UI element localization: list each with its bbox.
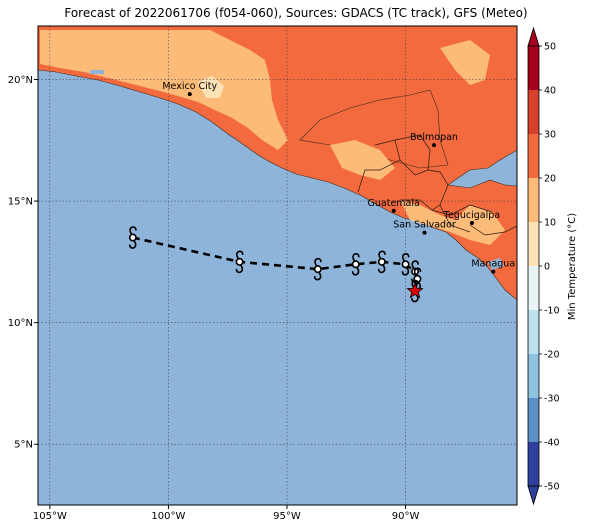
city-marker [187, 92, 192, 97]
lon-tick-label: 90°W [392, 511, 420, 522]
colorbar-band [528, 310, 539, 354]
lon-tick-label: 95°W [273, 511, 301, 522]
colorbar-tick-label: -50 [544, 482, 560, 493]
colorbar-extend-min [527, 485, 540, 506]
colorbar-band [528, 134, 539, 178]
lat-tick-label: 10°N [8, 318, 33, 329]
city-marker [432, 143, 437, 148]
land-mild-zone [40, 30, 288, 150]
tropical-storm-symbol [235, 250, 244, 274]
colorbar-band [528, 398, 539, 442]
colorbar-band [528, 178, 539, 222]
city-label: Guatemala [368, 198, 420, 209]
city-label: San Salvador [393, 220, 456, 231]
city-label: Mexico City [162, 81, 217, 92]
colorbar-band [528, 222, 539, 266]
tropical-storm-symbol [401, 253, 410, 276]
colorbar-band [528, 442, 539, 486]
colorbar-tick-label: 20 [544, 174, 556, 185]
city-marker [391, 208, 396, 213]
city-marker [491, 269, 496, 274]
land-mild-zone-3 [400, 200, 505, 245]
colorbar-band [528, 354, 539, 398]
city-label: Tegucigalpa [443, 210, 500, 221]
land-cool-zone [198, 76, 224, 98]
lon-tick-label: 100°W [151, 511, 185, 522]
chart-title: Forecast of 2022061706 (f054-060), Sourc… [64, 6, 528, 20]
tropical-storm-symbol [351, 253, 360, 276]
map-frame [37, 25, 518, 506]
city-marker [469, 220, 474, 225]
lake-nicaragua [488, 258, 504, 270]
land-mainland [38, 26, 517, 301]
colorbar-band [528, 266, 539, 310]
city-label: Managua [471, 259, 515, 270]
lat-tick-label: 5°N [14, 440, 33, 451]
colorbar-label: Min Temperature (°C) [566, 212, 578, 320]
lake [90, 70, 104, 74]
lat-tick-label: 20°N [8, 75, 33, 86]
colorbar-tick-label: -40 [544, 438, 560, 449]
city-label: Belmopan [410, 132, 458, 143]
current-position-star [406, 281, 424, 299]
tropical-storm-symbol [377, 250, 386, 274]
city-marker [422, 230, 427, 235]
colorbar-extend-max [527, 26, 540, 47]
colorbar-tick-label: 30 [544, 130, 556, 141]
colorbar-tick-label: -30 [544, 394, 560, 405]
country-borders [357, 134, 517, 236]
colorbar-tick-label: 50 [544, 42, 556, 53]
tropical-storm-symbol [128, 226, 137, 249]
colorbar-tick-label: 0 [544, 262, 550, 273]
colorbar-tick-label: 10 [544, 218, 556, 229]
tropical-storm-symbol [313, 257, 322, 281]
colorbar-band [528, 46, 539, 90]
lon-tick-label: 105°W [33, 511, 67, 522]
colorbar-tick-label: -20 [544, 350, 560, 361]
colorbar-tick-label: 40 [544, 86, 556, 97]
land-mild-zone-4 [440, 40, 490, 85]
colorbar-tick-label: -10 [544, 306, 560, 317]
lat-tick-label: 15°N [8, 197, 33, 208]
colorbar-band [528, 90, 539, 134]
